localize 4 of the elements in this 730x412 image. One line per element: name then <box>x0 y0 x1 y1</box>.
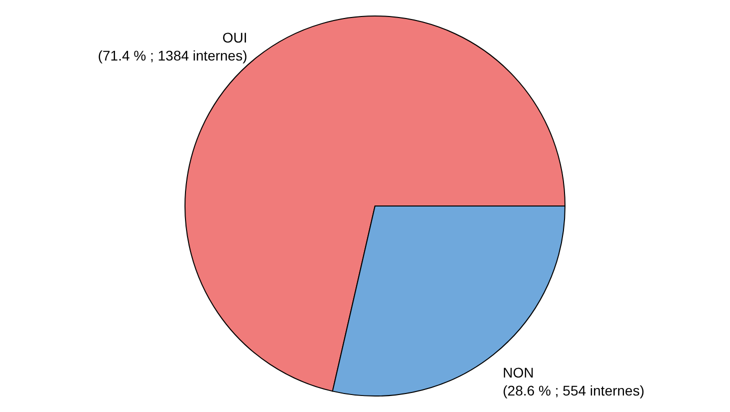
slice-label: NON <box>502 364 534 380</box>
data-label: (28.6 % ; 554 internes) <box>502 382 644 398</box>
data-label: (71.4 % ; 1384 internes) <box>98 48 248 64</box>
slice-label: OUI <box>222 30 248 46</box>
